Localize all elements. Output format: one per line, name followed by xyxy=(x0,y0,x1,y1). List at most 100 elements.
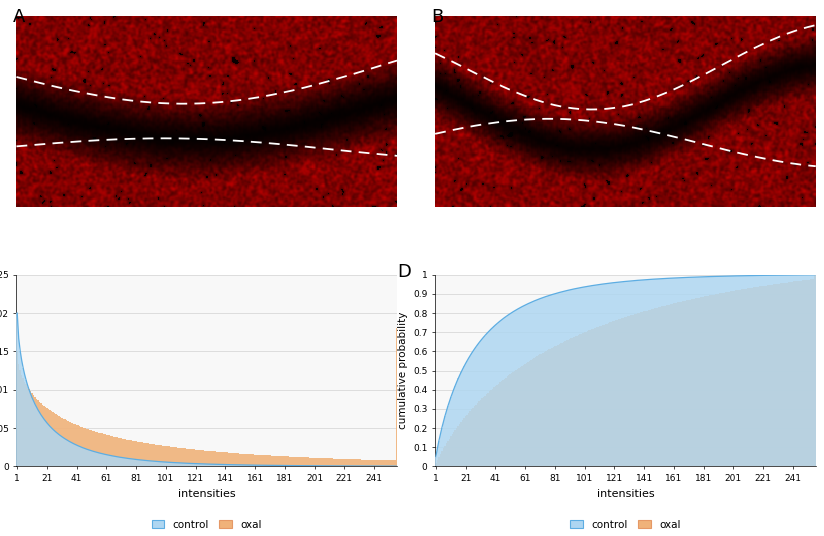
Bar xyxy=(472,351,474,466)
Bar xyxy=(180,463,181,466)
Bar xyxy=(109,435,110,466)
Bar xyxy=(31,398,33,466)
Bar xyxy=(697,298,698,466)
Bar xyxy=(594,328,596,466)
Bar xyxy=(357,459,358,466)
Bar xyxy=(98,453,100,466)
Bar xyxy=(731,276,733,466)
Bar xyxy=(606,324,607,466)
Bar xyxy=(705,277,707,466)
Bar xyxy=(339,459,340,466)
Bar xyxy=(457,426,459,466)
Bar xyxy=(242,465,244,466)
Bar xyxy=(311,458,312,466)
Bar xyxy=(555,346,557,466)
Bar xyxy=(503,318,505,466)
Bar xyxy=(18,364,20,466)
Bar xyxy=(185,463,186,466)
Bar xyxy=(179,448,180,466)
Bar xyxy=(116,457,118,466)
Bar xyxy=(780,275,782,466)
Bar xyxy=(98,433,100,466)
Bar xyxy=(616,320,618,466)
Bar xyxy=(26,384,27,466)
Bar xyxy=(636,280,637,466)
Bar xyxy=(679,302,681,466)
Bar xyxy=(264,455,265,466)
Bar xyxy=(435,463,437,466)
Bar xyxy=(272,456,274,466)
Bar xyxy=(765,276,766,466)
Bar xyxy=(642,312,644,466)
Bar xyxy=(22,378,24,466)
Bar xyxy=(133,459,134,466)
Bar xyxy=(807,280,808,466)
Bar xyxy=(553,294,554,466)
Bar xyxy=(394,460,396,466)
Bar xyxy=(759,286,761,466)
Bar xyxy=(24,375,26,466)
Bar xyxy=(513,372,514,466)
Bar xyxy=(653,279,655,466)
Bar xyxy=(738,276,740,466)
Bar xyxy=(736,276,737,466)
Bar xyxy=(511,312,513,466)
Bar xyxy=(795,275,797,466)
Bar xyxy=(564,341,566,466)
Bar xyxy=(92,451,94,466)
Bar xyxy=(600,326,602,466)
Bar xyxy=(725,276,727,466)
Bar xyxy=(288,457,290,466)
Bar xyxy=(345,459,347,466)
Bar xyxy=(248,454,250,466)
Bar xyxy=(462,369,463,466)
Bar xyxy=(474,406,475,466)
Bar xyxy=(259,465,260,466)
Bar xyxy=(518,308,520,466)
Bar xyxy=(777,284,779,466)
Bar xyxy=(446,411,447,466)
Bar xyxy=(548,295,550,466)
Bar xyxy=(657,308,658,466)
Bar xyxy=(744,289,746,466)
Bar xyxy=(592,285,594,466)
Bar xyxy=(774,275,775,466)
Bar xyxy=(240,465,241,466)
Bar xyxy=(48,425,49,466)
Bar xyxy=(198,464,199,466)
Bar xyxy=(548,349,550,466)
Bar xyxy=(490,390,492,466)
Bar xyxy=(514,371,516,466)
Bar xyxy=(553,347,554,466)
Bar xyxy=(442,422,444,466)
Bar xyxy=(574,337,575,466)
Bar xyxy=(691,299,692,466)
Bar xyxy=(211,451,213,466)
Bar xyxy=(275,456,277,466)
Bar xyxy=(213,451,214,466)
Bar xyxy=(783,275,784,466)
Bar xyxy=(54,430,55,466)
Bar xyxy=(187,463,189,466)
Bar xyxy=(269,465,271,466)
Bar xyxy=(585,332,587,466)
Bar xyxy=(611,283,612,466)
Bar xyxy=(561,343,563,466)
Bar xyxy=(73,444,74,466)
Bar xyxy=(83,448,85,466)
Bar xyxy=(146,443,147,466)
Bar xyxy=(135,441,137,466)
Bar xyxy=(172,463,174,466)
Bar xyxy=(492,328,493,466)
Bar xyxy=(794,281,795,466)
Bar xyxy=(257,455,259,466)
Bar xyxy=(642,280,644,466)
Bar xyxy=(542,297,544,466)
Bar xyxy=(648,310,649,466)
Bar xyxy=(596,285,597,466)
Bar xyxy=(668,278,670,466)
Bar xyxy=(211,464,213,466)
Bar xyxy=(673,278,675,466)
Bar xyxy=(529,303,531,466)
Bar xyxy=(162,445,164,466)
